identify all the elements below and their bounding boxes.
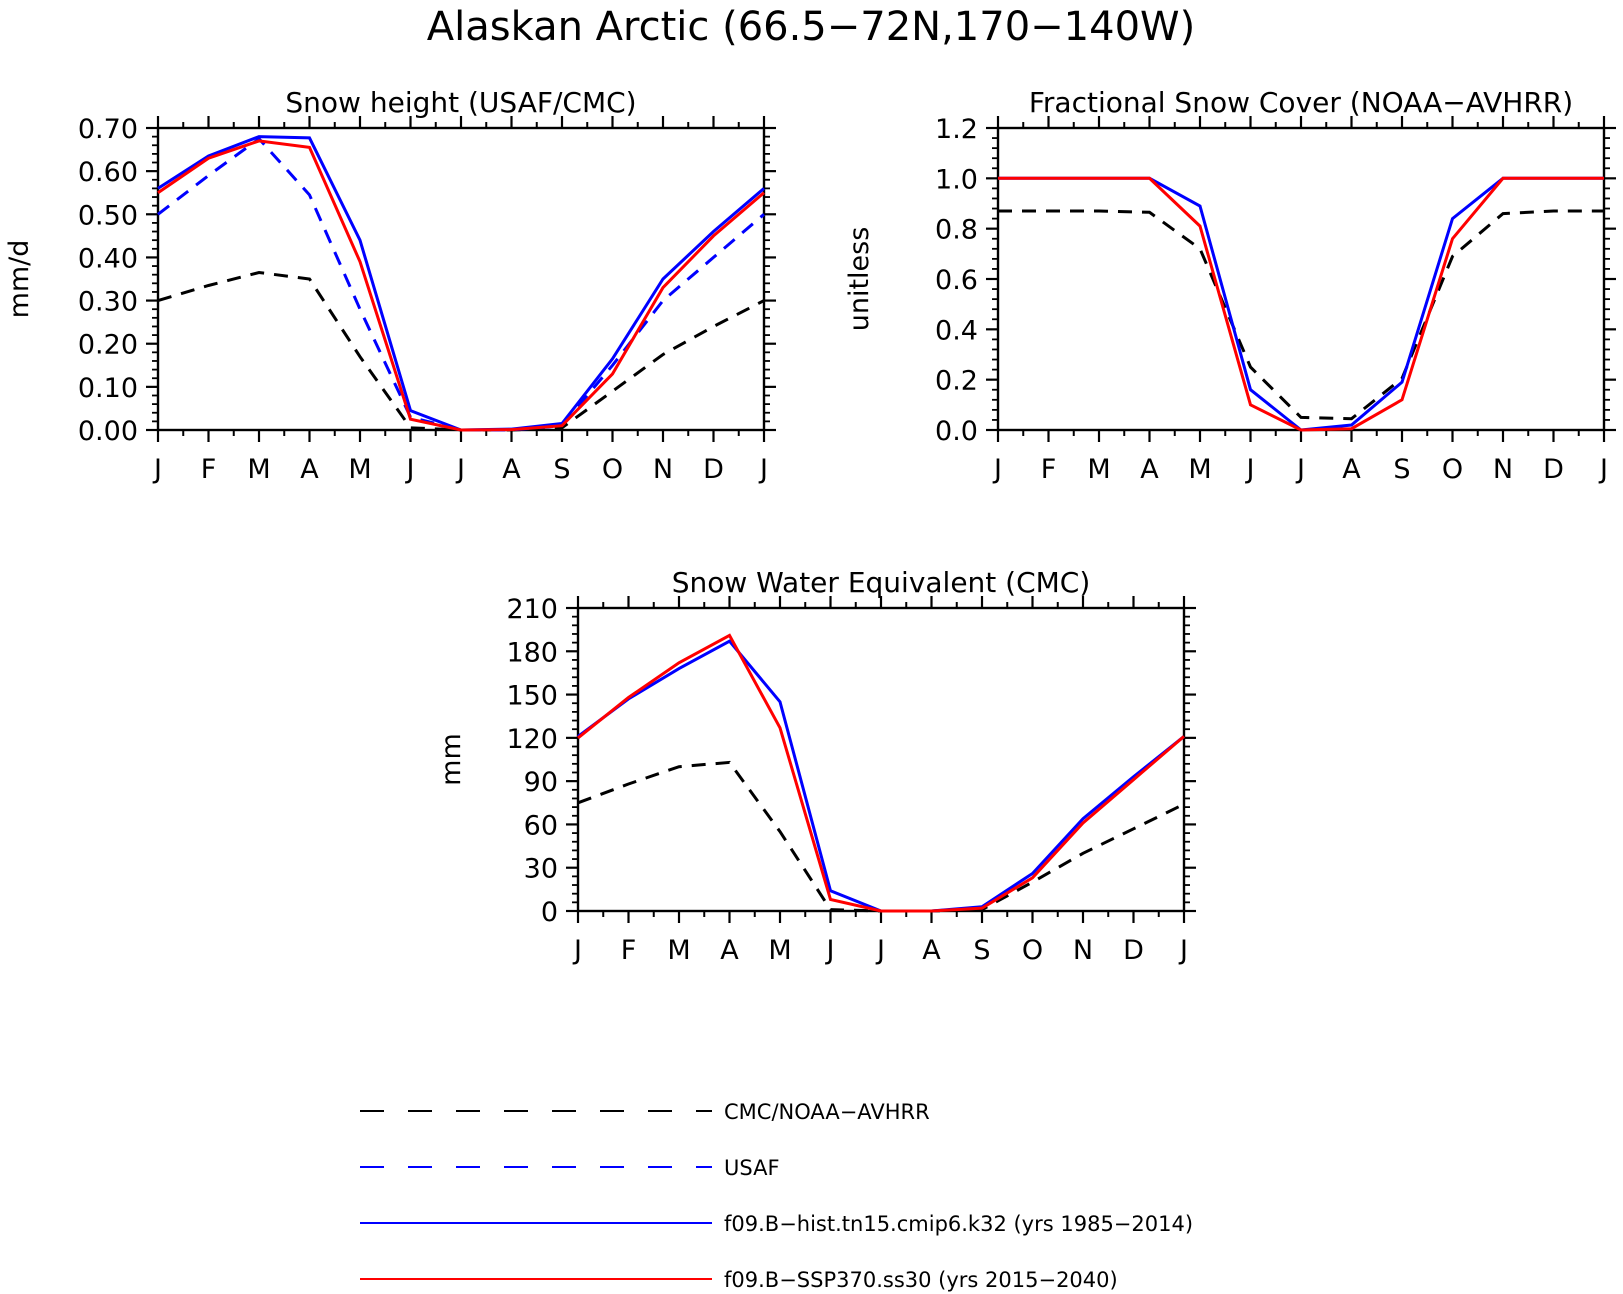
legend-item: USAF [360, 1156, 780, 1180]
x-tick-label: O [602, 454, 623, 485]
x-tick-label: J [405, 454, 415, 485]
y-tick-label: 210 [506, 594, 558, 625]
y-tick-label: 120 [506, 724, 558, 755]
panel-title: Fractional Snow Cover (NOAA−AVHRR) [1029, 86, 1573, 119]
y-tick-label: 0.60 [78, 157, 138, 188]
legend-label: f09.B−hist.tn15.cmip6.k32 (yrs 1985−2014… [724, 1212, 1193, 1236]
x-tick-label: J [992, 454, 1002, 485]
x-tick-label: A [720, 935, 739, 966]
x-tick-label: S [1393, 454, 1410, 485]
legend-item: CMC/NOAA−AVHRR [360, 1100, 930, 1124]
x-tick-label: M [1087, 454, 1110, 485]
panel-title: Snow height (USAF/CMC) [285, 86, 636, 119]
x-tick-label: J [1245, 454, 1255, 485]
y-tick-label: 90 [524, 767, 558, 798]
x-tick-label: N [1493, 454, 1513, 485]
y-tick-label: 60 [524, 810, 558, 841]
x-tick-label: J [1295, 454, 1305, 485]
legend: CMC/NOAA−AVHRR USAF f09.B−hist.tn15.cmip6.… [360, 1100, 1193, 1292]
x-tick-label: M [247, 454, 270, 485]
x-tick-label: A [1342, 454, 1361, 485]
y-tick-label: 0.0 [935, 416, 978, 447]
legend-label: f09.B−SSP370.ss30 (yrs 2015−2040) [724, 1268, 1118, 1292]
y-tick-label: 0.20 [78, 330, 138, 361]
y-tick-label: 0.30 [78, 287, 138, 318]
legend-label: CMC/NOAA−AVHRR [724, 1100, 930, 1124]
y-tick-label: 150 [506, 681, 558, 712]
y-tick-label: 0.8 [935, 215, 978, 246]
y-tick-label: 1.0 [935, 164, 978, 195]
x-tick-label: J [825, 935, 835, 966]
figure-title: Alaskan Arctic (66.5−72N,170−140W) [427, 4, 1195, 50]
x-tick-label: J [1598, 454, 1608, 485]
x-tick-label: A [502, 454, 521, 485]
y-tick-label: 1.2 [935, 114, 978, 145]
y-tick-label: 0.70 [78, 114, 138, 145]
x-tick-label: M [667, 935, 690, 966]
x-tick-label: O [1442, 454, 1463, 485]
panel-title: Snow Water Equivalent (CMC) [672, 566, 1091, 599]
x-tick-label: D [1543, 454, 1564, 485]
x-tick-label: J [758, 454, 768, 485]
x-tick-label: M [1188, 454, 1211, 485]
x-tick-label: A [922, 935, 941, 966]
x-tick-label: F [1041, 454, 1057, 485]
x-tick-label: J [572, 935, 582, 966]
chart-panel-snow-cover: Fractional Snow Cover (NOAA−AVHRR)J F M A M J… [844, 86, 1616, 485]
x-tick-label: D [703, 454, 724, 485]
legend-item: f09.B−SSP370.ss30 (yrs 2015−2040) [360, 1268, 1118, 1292]
y-axis-label: mm/d [4, 240, 35, 319]
y-tick-label: 0.10 [78, 373, 138, 404]
y-tick-label: 0 [541, 897, 558, 928]
x-tick-label: M [768, 935, 791, 966]
x-tick-label: J [1178, 935, 1188, 966]
y-tick-label: 180 [506, 637, 558, 668]
y-tick-label: 0.6 [935, 265, 978, 296]
x-tick-label: F [201, 454, 217, 485]
panels-group: Snow height (USAF/CMC)J F M A M J J A S O N D J0.000… [4, 86, 1616, 966]
chart-panel-snow-height: Snow height (USAF/CMC)J F M A M J J A S O N D J0.000… [4, 86, 776, 485]
y-tick-label: 0.40 [78, 243, 138, 274]
legend-item: f09.B−hist.tn15.cmip6.k32 (yrs 1985−2014… [360, 1212, 1193, 1236]
y-tick-label: 0.50 [78, 200, 138, 231]
x-tick-label: J [152, 454, 162, 485]
x-tick-label: F [621, 935, 637, 966]
x-tick-label: D [1123, 935, 1144, 966]
y-axis-label: mm [436, 733, 467, 786]
chart-panel-snow-water: Snow Water Equivalent (CMC)J F M A M J J A S O N D J… [436, 566, 1196, 966]
y-tick-label: 0.00 [78, 416, 138, 447]
y-tick-label: 30 [524, 854, 558, 885]
x-tick-label: M [348, 454, 371, 485]
x-tick-label: S [973, 935, 990, 966]
x-tick-label: A [300, 454, 319, 485]
x-tick-label: N [1073, 935, 1093, 966]
y-tick-label: 0.2 [935, 366, 978, 397]
x-tick-label: N [653, 454, 673, 485]
y-tick-label: 0.4 [935, 315, 978, 346]
x-tick-label: A [1140, 454, 1159, 485]
y-axis-label: unitless [844, 227, 875, 332]
legend-label: USAF [724, 1156, 780, 1180]
x-tick-label: J [875, 935, 885, 966]
x-tick-label: J [455, 454, 465, 485]
x-tick-label: O [1022, 935, 1043, 966]
x-tick-label: S [553, 454, 570, 485]
